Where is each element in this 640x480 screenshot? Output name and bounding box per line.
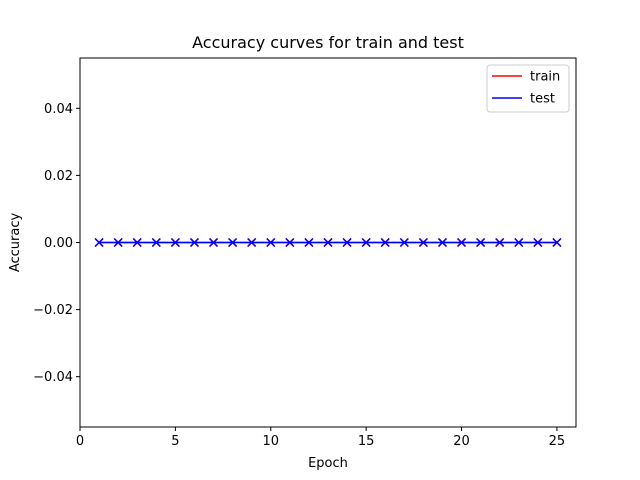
series-test [94, 237, 562, 248]
x-tick-label-5: 25 [549, 434, 566, 449]
point-test-22 [495, 237, 505, 248]
point-test-11 [285, 237, 295, 248]
x-tick-label-3: 15 [358, 434, 375, 449]
point-test-15 [361, 237, 371, 248]
point-test-6 [189, 237, 199, 248]
point-test-8 [228, 237, 238, 248]
point-test-16 [380, 237, 390, 248]
point-test-3 [132, 237, 142, 248]
plot-area [94, 237, 562, 248]
y-tick-label-2: 0.00 [44, 236, 73, 251]
point-test-13 [323, 237, 333, 248]
point-test-24 [533, 237, 543, 248]
x-axis: 0 5 10 15 20 25 [76, 427, 565, 449]
x-tick-label-1: 5 [171, 434, 179, 449]
x-tick-label-2: 10 [262, 434, 279, 449]
point-test-23 [514, 237, 524, 248]
x-tick-label-0: 0 [76, 434, 84, 449]
y-axis-label: Accuracy [8, 213, 23, 273]
point-test-19 [437, 237, 447, 248]
y-tick-label-3: 0.02 [44, 169, 73, 184]
point-test-5 [170, 237, 180, 248]
legend: train test [486, 64, 570, 113]
point-test-10 [266, 237, 276, 248]
legend-label-test: test [530, 92, 555, 107]
point-test-2 [113, 237, 123, 248]
point-test-9 [247, 237, 257, 248]
point-test-4 [151, 237, 161, 248]
point-test-1 [94, 237, 104, 248]
x-axis-label: Epoch [308, 456, 348, 471]
point-test-7 [209, 237, 219, 248]
y-tick-label-1: −0.02 [33, 303, 73, 318]
point-test-25 [552, 237, 562, 248]
y-tick-label-0: −0.04 [33, 370, 73, 385]
y-tick-label-4: 0.04 [44, 102, 73, 117]
point-test-18 [418, 237, 428, 248]
y-axis: −0.04 −0.02 0.00 0.02 0.04 [33, 102, 80, 385]
x-tick-label-4: 20 [453, 434, 470, 449]
chart-title: Accuracy curves for train and test [192, 33, 464, 52]
point-test-17 [399, 237, 409, 248]
point-test-12 [304, 237, 314, 248]
point-test-20 [457, 237, 467, 248]
legend-label-train: train [530, 70, 560, 85]
point-test-14 [342, 237, 352, 248]
point-test-21 [476, 237, 486, 248]
